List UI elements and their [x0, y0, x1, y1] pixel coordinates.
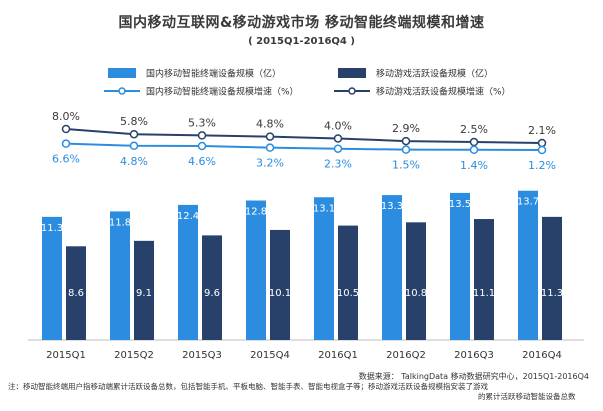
footnote: 注：移动智能终端用户指移动端累计活跃设备总数，包括智能手机、平板电脑、智能手表、…: [8, 382, 593, 402]
bar-label-game-2016Q4: 11.3: [541, 288, 563, 299]
bar-game-2016Q1: [338, 225, 358, 340]
bar-label-game-2016Q3: 11.1: [473, 288, 495, 299]
bar-label-game-2015Q3: 9.6: [204, 288, 220, 299]
point-device-growth-2016Q1: [333, 144, 343, 153]
point-device-growth-2016Q3: [469, 145, 479, 155]
line-device-growth: [65, 142, 543, 151]
point-device-growth-2015Q4: [265, 143, 275, 152]
legend-marker-3: [118, 87, 126, 95]
bar-label-device-2015Q2: 11.8: [109, 217, 131, 228]
bar-label-device-2016Q1: 13.1: [313, 203, 335, 214]
bar-label-game-2016Q1: 10.5: [337, 288, 359, 299]
bar-label-device-2016Q4: 13.7: [517, 197, 539, 208]
x-tick-label-2015Q2: 2015Q2: [114, 350, 154, 361]
bar-game-2016Q2: [406, 222, 426, 340]
point-game-growth-2015Q2: [129, 129, 139, 139]
bar-label-game-2015Q1: 8.6: [68, 288, 84, 299]
label-game-growth-2015Q4: 4.8%: [256, 118, 284, 131]
legend-swatch-1: [108, 68, 136, 78]
footnote-line-1: 注：移动智能终端用户指移动端累计活跃设备总数，包括智能手机、平板电脑、智能手表、…: [8, 382, 488, 391]
x-tick-label-2015Q1: 2015Q1: [46, 350, 86, 361]
point-device-growth-2015Q1: [61, 139, 71, 148]
legend-label-1: 国内移动智能终端设备规模（亿）: [146, 68, 281, 80]
bar-label-game-2015Q2: 9.1: [136, 288, 152, 299]
footnote-line-2: 的累计活跃移动智能设备总数: [478, 392, 576, 401]
legend-label-3: 国内移动智能终端设备规模增速（%）: [146, 86, 299, 98]
bar-device-2016Q4: [518, 190, 538, 340]
bar-device-2016Q2: [382, 195, 402, 340]
bar-device-2016Q1: [314, 197, 334, 340]
x-tick-label-2015Q4: 2015Q4: [250, 350, 290, 361]
bar-device-2015Q2: [110, 211, 130, 340]
point-device-growth-2015Q3: [197, 141, 207, 151]
bar-device-2015Q1: [42, 216, 62, 340]
point-device-growth-2016Q4: [537, 145, 547, 155]
point-device-growth-2015Q2: [129, 141, 139, 151]
bar-label-device-2015Q1: 11.3: [41, 223, 63, 234]
bar-device-2015Q4: [246, 200, 266, 340]
label-device-growth-2015Q4: 3.2%: [256, 157, 284, 170]
label-game-growth-2015Q1: 8.0%: [52, 110, 80, 123]
point-game-growth-2016Q3: [469, 137, 479, 147]
bar-game-2015Q1: [66, 246, 86, 340]
line-game-growth: [65, 128, 543, 144]
bar-label-game-2016Q2: 10.8: [405, 288, 427, 299]
point-game-growth-2015Q3: [197, 131, 207, 140]
label-device-growth-2016Q3: 1.4%: [460, 159, 488, 172]
source-text: 数据来源： TalkingData 移动数据研究中心，2015Q1-2016Q4: [358, 372, 589, 381]
point-game-growth-2016Q2: [401, 136, 411, 146]
bar-device-2016Q3: [450, 192, 470, 340]
label-device-growth-2016Q2: 1.5%: [392, 159, 420, 172]
label-game-growth-2016Q2: 2.9%: [392, 122, 420, 135]
point-device-growth-2016Q2: [401, 145, 411, 154]
bar-label-device-2015Q4: 12.8: [245, 207, 267, 218]
label-device-growth-2015Q2: 4.8%: [120, 155, 148, 168]
x-tick-label-2015Q3: 2015Q3: [182, 350, 222, 361]
label-device-growth-2016Q1: 2.3%: [324, 158, 352, 171]
label-game-growth-2015Q2: 5.8%: [120, 115, 148, 128]
legend-swatch-2: [338, 68, 366, 78]
x-tick-label-2016Q1: 2016Q1: [318, 350, 358, 361]
label-device-growth-2016Q4: 1.2%: [528, 159, 556, 172]
chart-subtitle: ( 2015Q1-2016Q4 ): [248, 36, 355, 47]
bar-game-2015Q4: [270, 229, 290, 340]
bar-game-2016Q3: [474, 219, 494, 340]
bar-game-2016Q4: [542, 216, 562, 340]
label-device-growth-2015Q1: 6.6%: [52, 153, 80, 166]
legend-marker-4: [348, 87, 356, 95]
bar-label-device-2016Q2: 13.3: [381, 201, 403, 212]
label-game-growth-2016Q3: 2.5%: [460, 123, 488, 136]
bar-game-2015Q2: [134, 240, 154, 340]
chart-title: 国内移动互联网&移动游戏市场 移动智能终端规模和增速: [118, 15, 485, 31]
x-tick-label-2016Q2: 2016Q2: [386, 350, 426, 361]
label-game-growth-2015Q3: 5.3%: [188, 116, 216, 129]
label-device-growth-2015Q3: 4.6%: [188, 155, 216, 168]
label-game-growth-2016Q1: 4.0%: [324, 119, 352, 132]
bar-label-device-2015Q3: 12.4: [177, 211, 199, 222]
point-game-growth-2015Q1: [61, 124, 71, 134]
legend-label-2: 移动游戏活跃设备规模（亿）: [376, 68, 493, 80]
x-tick-label-2016Q3: 2016Q3: [454, 350, 494, 361]
label-game-growth-2016Q4: 2.1%: [528, 124, 556, 137]
point-game-growth-2016Q1: [333, 134, 343, 143]
bar-device-2015Q3: [178, 204, 198, 340]
point-game-growth-2015Q4: [265, 132, 275, 141]
bar-label-device-2016Q3: 13.5: [449, 199, 471, 210]
point-game-growth-2016Q4: [537, 138, 547, 148]
legend-label-4: 移动游戏活跃设备规模增速（%）: [376, 86, 511, 98]
bar-game-2015Q3: [202, 235, 222, 340]
x-tick-label-2016Q4: 2016Q4: [522, 350, 562, 361]
bar-label-game-2015Q4: 10.1: [269, 288, 291, 299]
